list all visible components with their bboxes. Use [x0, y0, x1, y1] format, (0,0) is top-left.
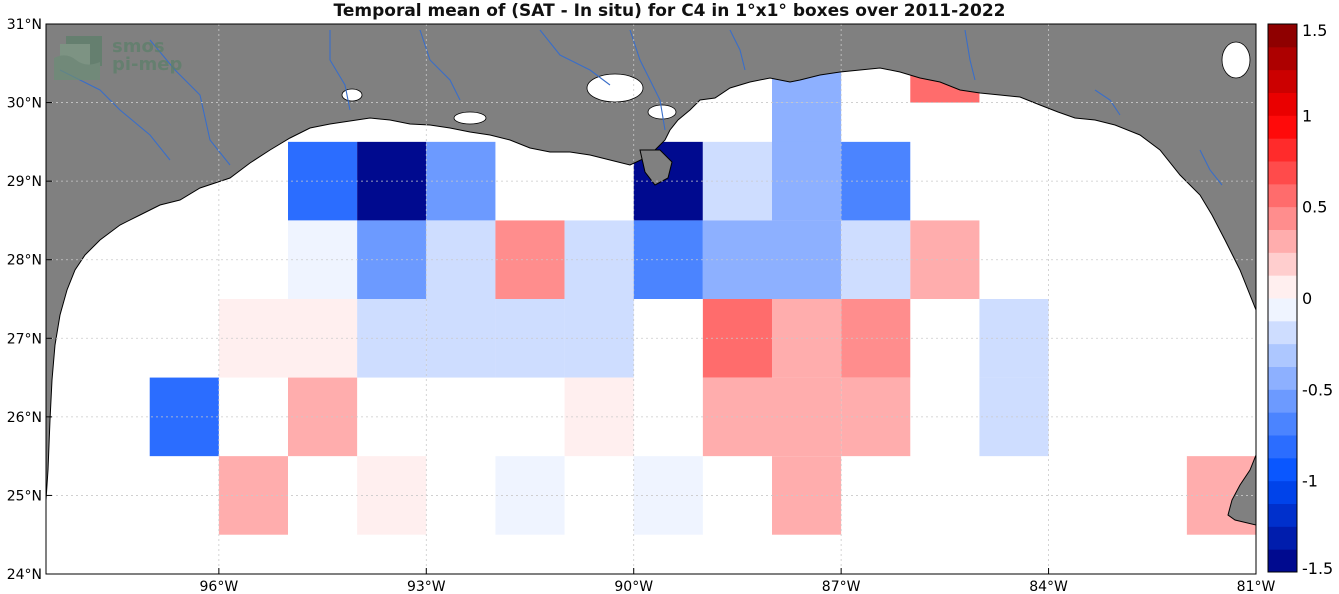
- colorbar-segment: [1268, 457, 1297, 482]
- colorbar-segment: [1268, 366, 1297, 390]
- colorbar-segment: [1268, 480, 1297, 504]
- colorbar: [1267, 23, 1298, 573]
- colorbar-segment: [1268, 46, 1297, 71]
- heatmap-cell: [495, 220, 565, 299]
- heatmap-cell: [910, 220, 980, 299]
- heatmap-cell: [979, 299, 1049, 378]
- colorbar-segment: [1268, 549, 1297, 573]
- y-axis: 24°N 25°N 26°N 27°N 28°N 29°N 30°N 31°N: [7, 17, 52, 583]
- land-south-florida: [1227, 454, 1256, 526]
- heatmap-cell: [495, 456, 565, 535]
- lake-pontchartrain: [586, 73, 644, 103]
- colorbar-tick-label: -0.5: [1302, 380, 1333, 399]
- colorbar-segment: [1268, 92, 1297, 116]
- y-tick-label: 26°N: [7, 410, 42, 426]
- colorbar-segment: [1268, 503, 1297, 527]
- lake-calcasieu: [341, 88, 363, 102]
- colorbar-tick-label: 1.5: [1302, 21, 1327, 40]
- x-tick-label: 93°W: [407, 579, 446, 594]
- x-axis: 96°W 93°W 90°W 87°W 84°W 81°W: [200, 568, 1276, 594]
- logo-line-2: pi-mep: [112, 54, 183, 75]
- logo-line-1: smos: [112, 36, 165, 57]
- colorbar-segment: [1268, 435, 1297, 459]
- colorbar-tick-label: -1: [1302, 472, 1318, 491]
- colorbar-tick-label: 0.5: [1302, 198, 1327, 217]
- colorbar-segment: [1268, 412, 1297, 436]
- smos-pi-mep-logo: smos pi-mep: [52, 34, 202, 84]
- logo-icon: [54, 36, 102, 80]
- colorbar-segment: [1268, 229, 1297, 253]
- colorbar-segment: [1268, 343, 1297, 367]
- colorbar-segment: [1268, 389, 1297, 413]
- colorbar-ticks: 1.5 1 0.5 0 -0.5 -1 -1.5: [1302, 21, 1333, 578]
- colorbar-tick-label: -1.5: [1302, 559, 1333, 578]
- colorbar-segment: [1268, 206, 1297, 230]
- heatmap-cell: [564, 377, 634, 457]
- x-tick-label: 90°W: [614, 579, 653, 594]
- y-tick-label: 24°N: [7, 567, 42, 583]
- y-tick-label: 27°N: [7, 331, 42, 347]
- x-tick-label: 84°W: [1029, 579, 1068, 594]
- colorbar-tick-label: 0: [1302, 289, 1312, 308]
- y-tick-label: 30°N: [7, 96, 42, 112]
- mississippi-delta: [639, 149, 673, 186]
- colorbar-segment: [1268, 161, 1297, 185]
- map-title: Temporal mean of (SAT - In situ) for C4 …: [333, 1, 1006, 21]
- heatmap-cell: [564, 299, 634, 378]
- rivers: [59, 29, 1223, 186]
- colorbar-segment: [1268, 69, 1297, 93]
- y-tick-label: 28°N: [7, 253, 42, 269]
- y-tick-label: 25°N: [7, 488, 42, 504]
- lake-okeechobee: [1221, 41, 1251, 79]
- colorbar-segment: [1268, 526, 1297, 550]
- colorbar-segment: [1268, 298, 1297, 322]
- colorbar-segment: [1268, 24, 1297, 48]
- colorbar-frame: [1267, 23, 1298, 573]
- heatmap-cell: [149, 377, 219, 457]
- x-tick-label: 81°W: [1237, 579, 1276, 594]
- heatmap-cell: [564, 220, 634, 299]
- colorbar-segment: [1268, 252, 1297, 276]
- colorbar-segment: [1268, 115, 1297, 139]
- colorbar-segment: [1268, 138, 1297, 162]
- x-tick-label: 87°W: [822, 579, 861, 594]
- x-tick-label: 96°W: [200, 579, 239, 594]
- y-tick-label: 29°N: [7, 174, 42, 190]
- y-tick-label: 31°N: [7, 17, 42, 33]
- heatmap-cell: [495, 299, 565, 378]
- colorbar-segment: [1268, 275, 1297, 299]
- map-frame: [45, 23, 1257, 575]
- lake-white: [453, 111, 487, 125]
- colorbar-segment: [1268, 183, 1297, 208]
- colorbar-segment: [1268, 320, 1297, 345]
- heatmap-cell: [979, 377, 1049, 457]
- colorbar-tick-label: 1: [1302, 106, 1312, 125]
- graticule: [46, 24, 1256, 574]
